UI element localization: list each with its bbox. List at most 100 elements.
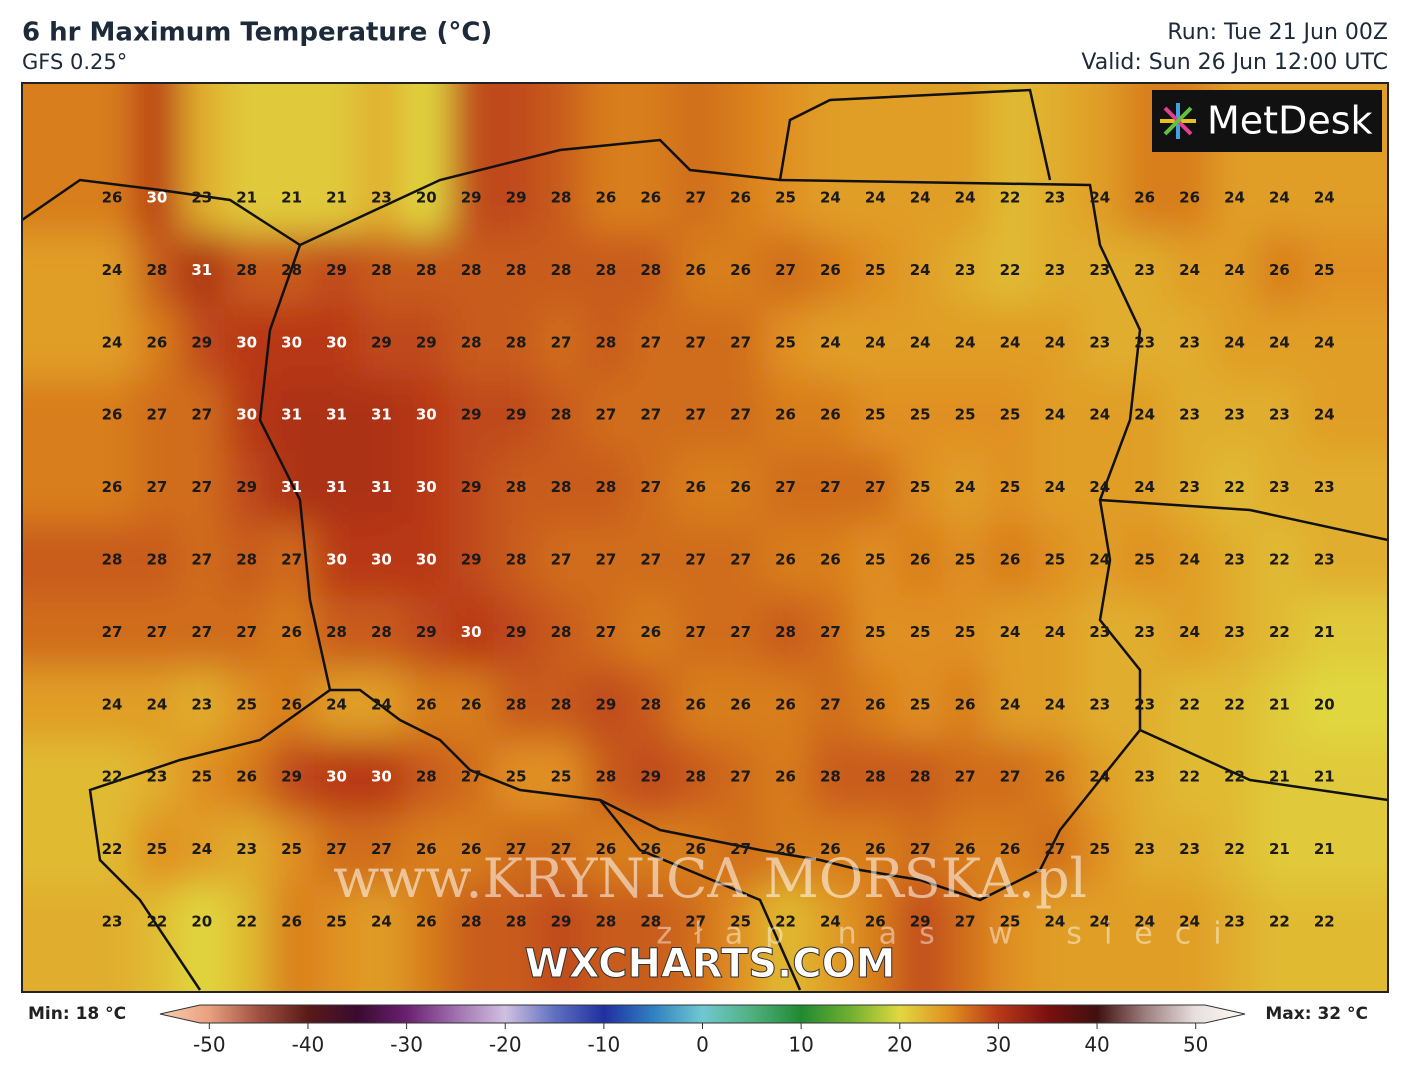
temperature-cell bbox=[763, 813, 809, 887]
temperature-label: 24 bbox=[955, 333, 976, 351]
temperature-label: 29 bbox=[416, 333, 437, 351]
temperature-cell bbox=[538, 885, 585, 992]
temperature-cell bbox=[1256, 523, 1303, 598]
temperature-cell bbox=[1301, 234, 1388, 308]
temperature-label: 26 bbox=[685, 261, 706, 279]
temperature-label: 23 bbox=[1134, 261, 1155, 279]
temperature-label: 27 bbox=[640, 551, 661, 569]
temperature-cell bbox=[493, 306, 540, 380]
temperature-cell bbox=[448, 668, 495, 742]
temperature-label: 30 bbox=[146, 189, 167, 207]
temperature-cell bbox=[942, 523, 989, 598]
temperature-label: 23 bbox=[1224, 623, 1245, 641]
temperature-label: 27 bbox=[640, 406, 661, 424]
temperature-label: 27 bbox=[1044, 840, 1065, 858]
temperature-label: 24 bbox=[1179, 551, 1200, 569]
temperature-label: 24 bbox=[1089, 768, 1110, 786]
temperature-label: 24 bbox=[1269, 333, 1290, 351]
temperature-cell bbox=[897, 523, 944, 598]
temperature-label: 24 bbox=[1089, 189, 1110, 207]
temperature-label: 27 bbox=[551, 333, 572, 351]
temperature-label: 26 bbox=[640, 189, 661, 207]
temperature-cell bbox=[224, 451, 271, 525]
poland-border bbox=[258, 138, 1142, 902]
temperature-label: 23 bbox=[1089, 333, 1110, 351]
temperature-label: 27 bbox=[236, 623, 257, 641]
temperature-label: 26 bbox=[595, 840, 616, 858]
temperature-label: 22 bbox=[102, 840, 123, 858]
temperature-label: 21 bbox=[1269, 695, 1290, 713]
temperature-cell bbox=[22, 379, 136, 453]
temperature-label: 27 bbox=[595, 551, 616, 569]
temperature-label: 30 bbox=[326, 333, 347, 351]
temperature-cell bbox=[1032, 596, 1079, 670]
temperature-cell bbox=[807, 523, 854, 598]
colorbar-tick-label: -30 bbox=[390, 1033, 423, 1057]
temperature-label: 25 bbox=[1044, 551, 1065, 569]
temperature-cell bbox=[448, 523, 495, 598]
temperature-label: 23 bbox=[1179, 333, 1200, 351]
temperature-label: 27 bbox=[595, 623, 616, 641]
temperature-cell bbox=[358, 813, 405, 887]
temperature-cell bbox=[807, 379, 854, 453]
temperature-label: 27 bbox=[595, 406, 616, 424]
temperature-label: 26 bbox=[281, 695, 302, 713]
temperature-cell bbox=[224, 813, 271, 887]
temperature-cell bbox=[403, 83, 450, 236]
temperature-cell bbox=[1077, 379, 1124, 453]
temperature-cell bbox=[1212, 451, 1258, 525]
temperature-cell bbox=[807, 451, 854, 525]
temperature-cell bbox=[134, 83, 181, 236]
colorbar-tick-label: 20 bbox=[887, 1033, 912, 1057]
temperature-cell bbox=[583, 523, 630, 598]
temperature-label: 25 bbox=[955, 551, 976, 569]
temperature-label: 22 bbox=[1000, 189, 1021, 207]
temperature-cell bbox=[763, 885, 809, 992]
temperature-cell bbox=[1122, 741, 1169, 815]
temperature-label: 22 bbox=[1314, 913, 1335, 931]
temperature-label: 25 bbox=[551, 768, 572, 786]
temperature-cell bbox=[897, 596, 944, 670]
temperature-label: 28 bbox=[326, 623, 347, 641]
temperature-label: 24 bbox=[1044, 623, 1065, 641]
temperature-cell bbox=[493, 741, 540, 815]
temperature-label: 28 bbox=[146, 261, 167, 279]
temperature-label: 28 bbox=[506, 333, 527, 351]
temperature-label: 23 bbox=[1134, 695, 1155, 713]
temperature-label: 27 bbox=[146, 478, 167, 496]
temperature-cell bbox=[538, 741, 585, 815]
temperature-cell bbox=[493, 813, 540, 887]
temperature-cell bbox=[852, 741, 899, 815]
temperature-label: 26 bbox=[685, 478, 706, 496]
temperature-cell bbox=[1077, 306, 1124, 380]
temperature-cell bbox=[1212, 741, 1258, 815]
temperature-cell bbox=[314, 234, 360, 308]
temperature-cell bbox=[1122, 668, 1169, 742]
temperature-label: 27 bbox=[461, 768, 482, 786]
temperature-cell bbox=[493, 83, 540, 236]
borders bbox=[22, 88, 1388, 991]
temperature-cell bbox=[1122, 451, 1169, 525]
temperature-cell bbox=[1122, 885, 1169, 992]
temperature-cell bbox=[1212, 813, 1258, 887]
temperature-cell bbox=[583, 234, 630, 308]
colorbar: Min: 18 °C Max: 32 °C -50 -40 -30 -20 -10 0 10… bbox=[28, 1004, 1368, 1057]
temperature-label: 25 bbox=[730, 913, 751, 931]
colorbar-tick-label: 0 bbox=[696, 1033, 709, 1057]
temperature-label: 22 bbox=[1000, 261, 1021, 279]
temperature-cell bbox=[538, 451, 585, 525]
temperature-label: 26 bbox=[775, 768, 796, 786]
temperature-label: 23 bbox=[1089, 261, 1110, 279]
temperature-label: 24 bbox=[371, 695, 392, 713]
temperature-cell bbox=[179, 379, 226, 453]
temperature-cell bbox=[179, 83, 226, 236]
temperature-label: 27 bbox=[955, 768, 976, 786]
temperature-label: 28 bbox=[820, 768, 841, 786]
temperature-cell bbox=[403, 379, 450, 453]
temperature-cell bbox=[1032, 523, 1079, 598]
temperature-cell bbox=[807, 596, 854, 670]
temperature-label: 27 bbox=[685, 406, 706, 424]
temperature-cell bbox=[897, 379, 944, 453]
temperature-label: 30 bbox=[371, 551, 392, 569]
temperature-label: 27 bbox=[775, 478, 796, 496]
